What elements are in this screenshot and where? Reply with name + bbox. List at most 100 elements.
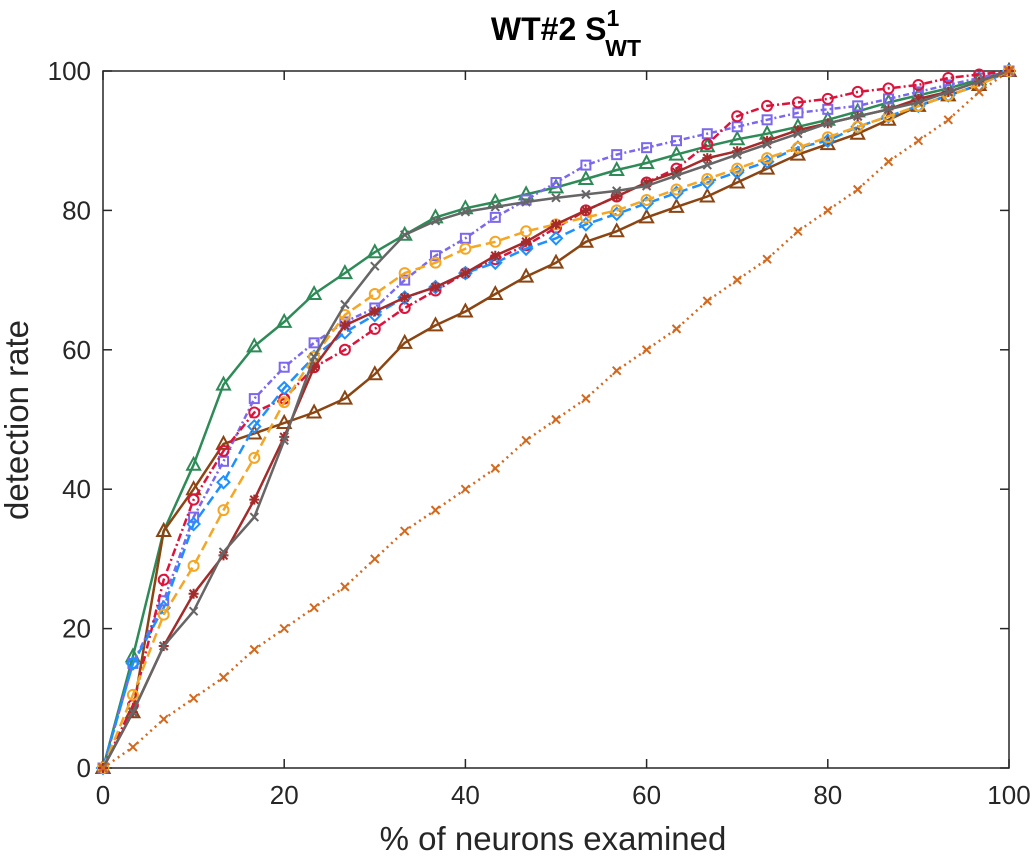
data-point	[187, 493, 200, 506]
x-tick-label: 0	[96, 780, 110, 810]
data-point	[577, 169, 595, 186]
data-point	[758, 159, 776, 175]
data-point	[399, 274, 411, 286]
data-point	[638, 208, 655, 224]
data-point	[216, 474, 231, 490]
data-point	[336, 389, 354, 405]
data-point	[460, 207, 471, 217]
data-point	[731, 110, 744, 123]
data-point	[1004, 66, 1014, 76]
data-point	[851, 120, 864, 133]
data-point	[186, 516, 202, 532]
data-point	[913, 97, 924, 108]
data-point	[762, 139, 772, 149]
data-point	[641, 345, 652, 355]
data-point	[732, 275, 742, 285]
data-point	[340, 582, 350, 592]
data-point	[339, 320, 350, 331]
data-point	[489, 235, 502, 248]
data-point	[336, 264, 354, 280]
data-point	[611, 186, 622, 196]
y-tick-label: 60	[62, 335, 91, 365]
data-point	[276, 312, 293, 328]
data-point	[370, 554, 380, 564]
data-point	[670, 183, 683, 196]
data-point	[309, 352, 319, 362]
data-point	[849, 124, 866, 140]
data-point	[611, 191, 622, 202]
data-point	[249, 644, 260, 655]
data-point	[581, 393, 591, 404]
data-point	[702, 296, 713, 306]
data-point	[185, 455, 202, 471]
data-point	[943, 115, 954, 125]
data-point	[430, 216, 441, 226]
data-point	[668, 197, 685, 213]
data-point	[732, 149, 742, 160]
data-point	[761, 114, 773, 126]
data-point	[852, 111, 863, 122]
data-point	[548, 230, 564, 246]
data-point	[729, 173, 746, 189]
data-point	[851, 85, 864, 98]
data-point	[792, 125, 803, 136]
data-point	[217, 455, 229, 467]
data-point	[913, 93, 924, 104]
data-point	[974, 76, 984, 87]
data-point	[98, 763, 108, 773]
data-point	[398, 267, 411, 280]
data-point	[823, 205, 833, 216]
data-point	[127, 657, 139, 669]
data-point	[668, 145, 685, 161]
data-point	[309, 602, 319, 613]
data-point	[158, 714, 169, 724]
data-point	[278, 361, 290, 373]
y-tick-label: 40	[62, 474, 91, 504]
data-point	[518, 241, 534, 257]
data-point	[580, 159, 592, 171]
data-point	[279, 435, 289, 446]
data-point	[368, 288, 381, 301]
data-point	[551, 193, 561, 203]
data-point	[188, 693, 199, 704]
data-point	[368, 322, 381, 335]
data-point	[762, 254, 772, 264]
data-point	[608, 222, 625, 238]
data-point	[913, 135, 924, 146]
data-point	[278, 396, 291, 409]
data-point	[249, 494, 260, 505]
data-point	[761, 152, 774, 165]
data-point	[490, 202, 501, 212]
series-line	[101, 69, 1010, 769]
data-point	[699, 187, 716, 203]
data-point	[490, 463, 501, 473]
data-point	[761, 99, 774, 112]
data-point	[188, 606, 199, 616]
data-point	[430, 250, 442, 262]
data-point	[128, 742, 138, 752]
data-point	[852, 184, 863, 195]
data-point	[517, 267, 535, 283]
data-point	[823, 118, 833, 128]
data-point	[157, 608, 170, 621]
x-tick-label: 100	[987, 780, 1030, 810]
data-point	[309, 362, 320, 373]
data-point	[852, 100, 864, 112]
data-point	[370, 261, 380, 271]
data-point	[217, 504, 230, 517]
data-point	[126, 688, 139, 701]
data-point	[577, 232, 595, 248]
data-point	[396, 333, 413, 349]
series-9	[98, 66, 1014, 773]
data-point	[942, 71, 955, 84]
data-point	[702, 153, 713, 164]
chart-title: WT#2 S1 WT	[491, 5, 641, 61]
data-point	[793, 129, 803, 139]
data-point	[215, 375, 232, 391]
data-point	[187, 559, 200, 572]
series-line	[101, 69, 1010, 769]
x-tick-label: 60	[632, 780, 661, 810]
data-point	[789, 145, 807, 161]
data-point	[821, 92, 834, 105]
data-point	[701, 173, 714, 186]
